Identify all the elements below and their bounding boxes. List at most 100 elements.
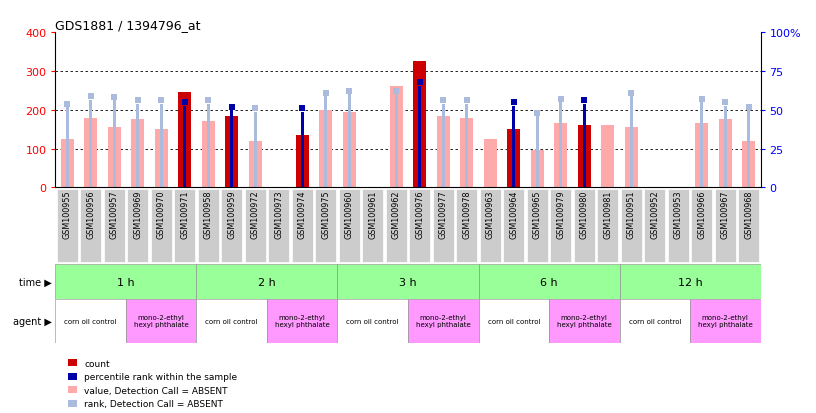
Text: corn oil control: corn oil control: [206, 318, 258, 324]
Bar: [348, 95, 351, 188]
Bar: [419, 87, 421, 188]
Bar: [197, 190, 219, 263]
Bar: [386, 190, 407, 263]
Bar: [225, 116, 238, 188]
Bar: [601, 126, 614, 188]
Bar: [408, 299, 478, 343]
Text: 12 h: 12 h: [677, 277, 703, 287]
Bar: [89, 101, 92, 188]
Bar: [550, 190, 571, 263]
Text: 3 h: 3 h: [399, 277, 417, 287]
Bar: [700, 103, 703, 188]
Text: GSM100978: GSM100978: [462, 190, 472, 239]
Bar: [619, 264, 761, 299]
Text: GSM100979: GSM100979: [557, 190, 565, 239]
Bar: [738, 190, 760, 263]
Bar: [526, 190, 548, 263]
Bar: [432, 190, 454, 263]
Bar: [441, 104, 445, 188]
Bar: [155, 130, 168, 188]
Text: GSM100953: GSM100953: [674, 190, 683, 239]
Bar: [503, 190, 525, 263]
Bar: [597, 190, 619, 263]
Text: GSM100962: GSM100962: [392, 190, 401, 239]
Bar: [127, 190, 149, 263]
Text: GSM100965: GSM100965: [533, 190, 542, 239]
Text: mono-2-ethyl
hexyl phthalate: mono-2-ethyl hexyl phthalate: [134, 315, 188, 328]
Bar: [230, 110, 233, 188]
Bar: [583, 104, 586, 188]
Text: corn oil control: corn oil control: [487, 318, 540, 324]
Bar: [245, 190, 266, 263]
Text: GSM100967: GSM100967: [721, 190, 730, 239]
Bar: [80, 190, 101, 263]
Text: GSM100975: GSM100975: [322, 190, 330, 239]
Text: GSM100960: GSM100960: [344, 190, 354, 238]
Text: GSM100971: GSM100971: [180, 190, 189, 239]
Bar: [197, 264, 338, 299]
Text: GSM100956: GSM100956: [86, 190, 95, 239]
Bar: [554, 124, 567, 188]
Bar: [55, 264, 197, 299]
Bar: [295, 135, 308, 188]
Bar: [202, 122, 215, 188]
Bar: [460, 118, 473, 188]
Bar: [221, 190, 242, 263]
Bar: [324, 97, 327, 188]
Bar: [66, 107, 69, 188]
Bar: [338, 299, 408, 343]
Bar: [667, 190, 689, 263]
Bar: [343, 112, 356, 188]
Bar: [512, 107, 515, 188]
Bar: [536, 116, 539, 188]
Bar: [56, 190, 78, 263]
Bar: [508, 130, 521, 188]
Text: agent ▶: agent ▶: [12, 316, 51, 326]
Bar: [254, 112, 257, 188]
Text: GSM100951: GSM100951: [627, 190, 636, 239]
Text: GSM100969: GSM100969: [133, 190, 142, 239]
Text: 1 h: 1 h: [118, 277, 135, 287]
Bar: [559, 103, 562, 188]
Bar: [465, 104, 468, 188]
Bar: [178, 93, 191, 188]
Bar: [126, 299, 197, 343]
Text: GDS1881 / 1394796_at: GDS1881 / 1394796_at: [55, 19, 201, 32]
Text: GSM100972: GSM100972: [251, 190, 259, 239]
Bar: [530, 151, 543, 188]
Bar: [362, 190, 384, 263]
Bar: [339, 190, 360, 263]
Text: time ▶: time ▶: [19, 277, 51, 287]
Text: GSM100977: GSM100977: [439, 190, 448, 239]
Bar: [108, 128, 121, 188]
Bar: [151, 190, 172, 263]
Text: 6 h: 6 h: [540, 277, 558, 287]
Text: corn oil control: corn oil control: [64, 318, 117, 324]
Bar: [409, 190, 430, 263]
Bar: [478, 299, 549, 343]
Text: GSM100981: GSM100981: [603, 190, 612, 238]
Bar: [625, 128, 638, 188]
Text: GSM100952: GSM100952: [650, 190, 659, 239]
Text: GSM100964: GSM100964: [509, 190, 518, 238]
Bar: [60, 140, 73, 188]
Bar: [395, 95, 397, 188]
Text: GSM100974: GSM100974: [298, 190, 307, 239]
Bar: [695, 124, 708, 188]
Bar: [136, 104, 140, 188]
Text: GSM100958: GSM100958: [204, 190, 213, 239]
Bar: [55, 299, 126, 343]
Bar: [484, 140, 497, 188]
Legend: count, percentile rank within the sample, value, Detection Call = ABSENT, rank, : count, percentile rank within the sample…: [69, 359, 237, 408]
Bar: [206, 104, 210, 188]
Text: GSM100961: GSM100961: [368, 190, 377, 238]
Text: corn oil control: corn oil control: [347, 318, 399, 324]
Bar: [619, 299, 690, 343]
Text: GSM100976: GSM100976: [415, 190, 424, 239]
Bar: [174, 190, 195, 263]
Text: mono-2-ethyl
hexyl phthalate: mono-2-ethyl hexyl phthalate: [557, 315, 612, 328]
Bar: [84, 118, 97, 188]
Bar: [197, 299, 267, 343]
Text: mono-2-ethyl
hexyl phthalate: mono-2-ethyl hexyl phthalate: [698, 315, 752, 328]
Bar: [268, 190, 290, 263]
